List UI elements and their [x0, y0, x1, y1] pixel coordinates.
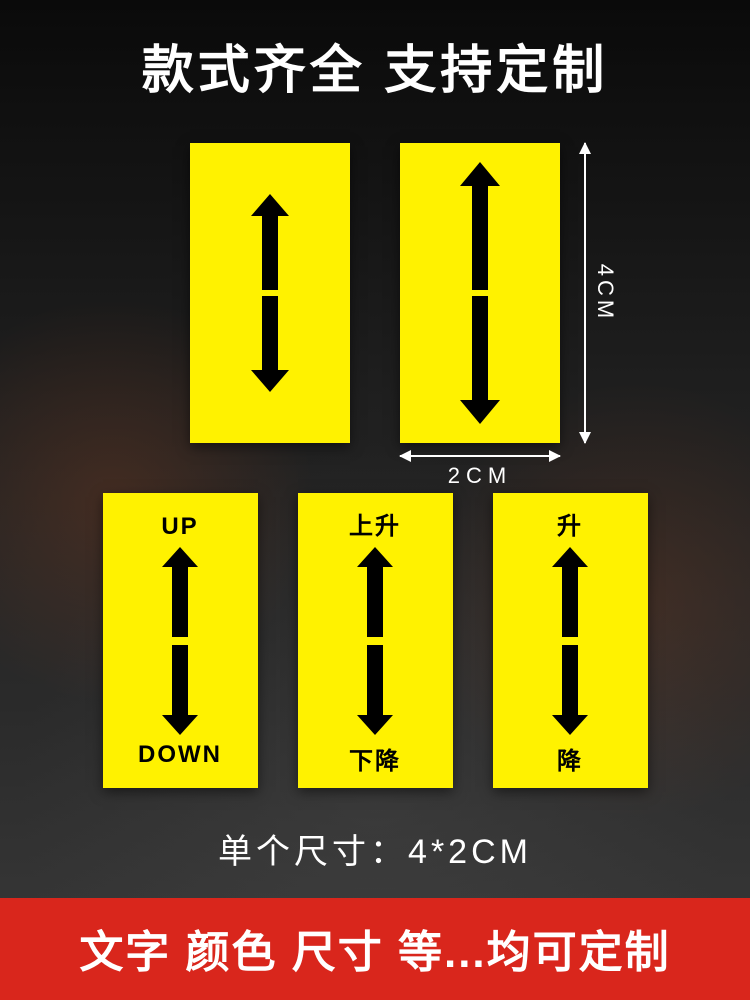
dimension-width-label: 2CM: [448, 463, 512, 489]
label-top: 上升: [349, 506, 401, 541]
arrow-up-icon: [357, 547, 393, 637]
label-top: UP: [161, 513, 198, 541]
arrow-down-icon: [552, 645, 588, 735]
dimension-width: 2CM: [400, 455, 560, 489]
dimension-width-line: [400, 455, 560, 457]
card-arrows-long: 4CM 2CM: [400, 143, 560, 443]
arrow-up-icon: [162, 547, 198, 637]
card-up-down-cn1: 升 降: [493, 493, 648, 788]
card-up-down-en: UP DOWN: [103, 493, 258, 788]
dimension-height-line: [584, 143, 586, 443]
arrow-up-icon: [460, 162, 500, 290]
bottom-row: UP DOWN 上升 下降 升 降: [0, 493, 750, 788]
card-up-down-cn2: 上升 下降: [298, 493, 453, 788]
arrow-down-icon: [251, 296, 289, 392]
label-bottom: 下降: [349, 741, 401, 776]
top-row: 4CM 2CM: [0, 143, 750, 443]
arrow-down-icon: [460, 296, 500, 424]
footer-banner: 文字 颜色 尺寸 等...均可定制: [0, 898, 750, 1000]
arrow-up-icon: [552, 547, 588, 637]
size-note: 单个尺寸：4*2CM: [0, 824, 750, 873]
label-top: 升: [557, 506, 583, 541]
arrow-down-icon: [357, 645, 393, 735]
arrow-up-icon: [251, 194, 289, 290]
page-title: 款式齐全 支持定制: [0, 0, 750, 103]
arrow-group: [251, 194, 289, 392]
dimension-height-label: 4CM: [592, 264, 618, 322]
label-bottom: DOWN: [138, 741, 222, 769]
card-arrows-short: [190, 143, 350, 443]
arrow-down-icon: [162, 645, 198, 735]
arrow-group: [460, 162, 500, 424]
label-bottom: 降: [557, 741, 583, 776]
